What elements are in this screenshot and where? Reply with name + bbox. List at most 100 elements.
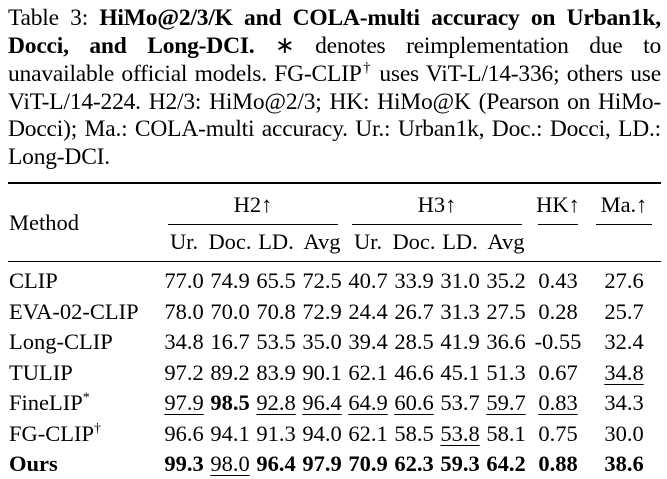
value-cell: 34.3 [604, 390, 644, 416]
method-cell: FG-CLIP† [8, 418, 161, 448]
value-cell: 0.28 [538, 298, 578, 324]
value-cell: 41.9 [440, 329, 480, 355]
col-header-ma-spacer [587, 225, 661, 263]
value-cell: 70.0 [210, 298, 250, 324]
col-header-h3-avg: Avg [483, 225, 529, 263]
value-cell: 70.9 [348, 451, 388, 477]
value-cell: 46.6 [394, 359, 434, 385]
value-cell: 62.1 [348, 420, 388, 446]
value-cell: 53.7 [440, 390, 480, 416]
value-cell: 38.6 [604, 451, 644, 477]
value-cell: 53.8 [440, 420, 480, 446]
col-group-h2-label: H2↑ [233, 192, 273, 218]
caption-dagger-superscript: † [361, 59, 373, 76]
value-cell: 91.3 [256, 420, 296, 446]
col-group-ma-label: Ma.↑ [600, 192, 648, 218]
table-caption: Table 3: HiMo@2/3/K and COLA-multi accur… [8, 5, 661, 172]
method-superscript: * [82, 390, 90, 406]
value-cell: 65.5 [256, 268, 296, 294]
value-cell: 96.4 [302, 390, 342, 416]
value-cell: 31.0 [440, 268, 480, 294]
value-cell: 0.75 [538, 420, 578, 446]
value-cell: 35.0 [302, 329, 342, 355]
method-label: CLIP [9, 268, 58, 294]
value-cell: 40.7 [348, 268, 388, 294]
method-superscript: † [94, 421, 101, 437]
method-label: TULIP [9, 359, 73, 385]
table-row: FG-CLIP† 96.6 94.1 91.3 94.0 62.1 58.5 53.8 58.… [8, 418, 661, 448]
value-cell: 16.7 [210, 329, 250, 355]
method-label: EVA-02-CLIP [9, 298, 139, 324]
method-cell: Ours [8, 449, 161, 479]
table-body: CLIP 77.0 74.9 65.5 72.5 40.7 33.9 31.0 35.2 0.4… [8, 262, 661, 479]
col-header-h2-ur: Ur. [161, 225, 207, 263]
value-cell: 58.5 [394, 420, 434, 446]
value-cell: 0.88 [538, 451, 578, 477]
results-table: Method H2↑ H3↑ HK↑ Ma.↑ Ur. Doc. LD. Avg… [8, 182, 661, 479]
value-cell: 72.5 [302, 268, 342, 294]
value-cell: 35.2 [486, 268, 526, 294]
value-cell: 36.6 [486, 329, 526, 355]
col-header-h3-ur: Ur. [345, 225, 391, 263]
caption-text-2: uses ViT-L/14-336; others use ViT-L/14-2… [8, 60, 661, 171]
col-header-hk-spacer [529, 225, 587, 263]
col-header-h3-doc: Doc. [391, 225, 437, 263]
value-cell: 97.2 [164, 359, 204, 385]
value-cell: 25.7 [604, 298, 644, 324]
value-cell: 96.6 [164, 420, 204, 446]
value-cell: 0.83 [538, 390, 578, 416]
value-cell: 62.1 [348, 359, 388, 385]
value-cell: 98.5 [210, 390, 250, 416]
caption-title: HiMo@2/3/K and COLA-multi accuracy on Ur… [8, 5, 661, 59]
value-cell: 99.3 [164, 451, 204, 477]
value-cell: 94.0 [302, 420, 342, 446]
value-cell: 94.1 [210, 420, 250, 446]
method-cell: TULIP [8, 357, 161, 387]
value-cell: 58.1 [486, 420, 526, 446]
value-cell: 0.67 [538, 359, 578, 385]
col-group-h3-label: H3↑ [417, 192, 457, 218]
header-sub-row: Ur. Doc. LD. Avg Ur. Doc. LD. Avg [8, 225, 661, 263]
method-cell: EVA-02-CLIP [8, 297, 161, 327]
table-row: Long-CLIP 34.8 16.7 53.5 35.0 39.4 28.5 41.9 36… [8, 327, 661, 357]
value-cell: 72.9 [302, 298, 342, 324]
value-cell: 77.0 [164, 268, 204, 294]
caption-text-1: ∗ denotes reimplementation due to unavai… [8, 32, 661, 87]
value-cell: 39.4 [348, 329, 388, 355]
value-cell: 34.8 [164, 329, 204, 355]
value-cell: 78.0 [164, 298, 204, 324]
value-cell: 92.8 [256, 390, 296, 416]
method-cell: CLIP [8, 262, 161, 297]
method-cell: Long-CLIP [8, 327, 161, 357]
value-cell: 30.0 [604, 420, 644, 446]
caption-label: Table 3: [8, 5, 100, 31]
method-cell: FineLIP* [8, 388, 161, 418]
value-cell: 97.9 [302, 451, 342, 477]
value-cell: 53.5 [256, 329, 296, 355]
col-group-ma: Ma.↑ [587, 183, 661, 225]
value-cell: 28.5 [394, 329, 434, 355]
value-cell: 32.4 [604, 329, 644, 355]
col-header-h2-ld: LD. [253, 225, 299, 263]
value-cell: 31.3 [440, 298, 480, 324]
value-cell: 59.3 [440, 451, 480, 477]
value-cell: 89.2 [210, 359, 250, 385]
value-cell: 90.1 [302, 359, 342, 385]
value-cell: 27.5 [486, 298, 526, 324]
value-cell: 64.9 [348, 390, 388, 416]
table-row: TULIP 97.2 89.2 83.9 90.1 62.1 46.6 45.1 51.3 0.… [8, 357, 661, 387]
col-group-hk: HK↑ [529, 183, 587, 225]
table-row: EVA-02-CLIP 78.0 70.0 70.8 72.9 24.4 26.7 31.3… [8, 297, 661, 327]
value-cell: 45.1 [440, 359, 480, 385]
value-cell: 34.8 [604, 359, 644, 385]
value-cell: 26.7 [394, 298, 434, 324]
method-label: FG-CLIP [9, 420, 95, 446]
value-cell: -0.55 [534, 329, 582, 355]
method-label: FineLIP [9, 390, 83, 416]
col-group-hk-label: HK↑ [536, 192, 580, 218]
method-label: Ours [9, 451, 58, 477]
value-cell: 83.9 [256, 359, 296, 385]
col-group-h3: H3↑ [345, 183, 529, 225]
value-cell: 64.2 [486, 451, 526, 477]
method-label: Long-CLIP [9, 329, 113, 355]
